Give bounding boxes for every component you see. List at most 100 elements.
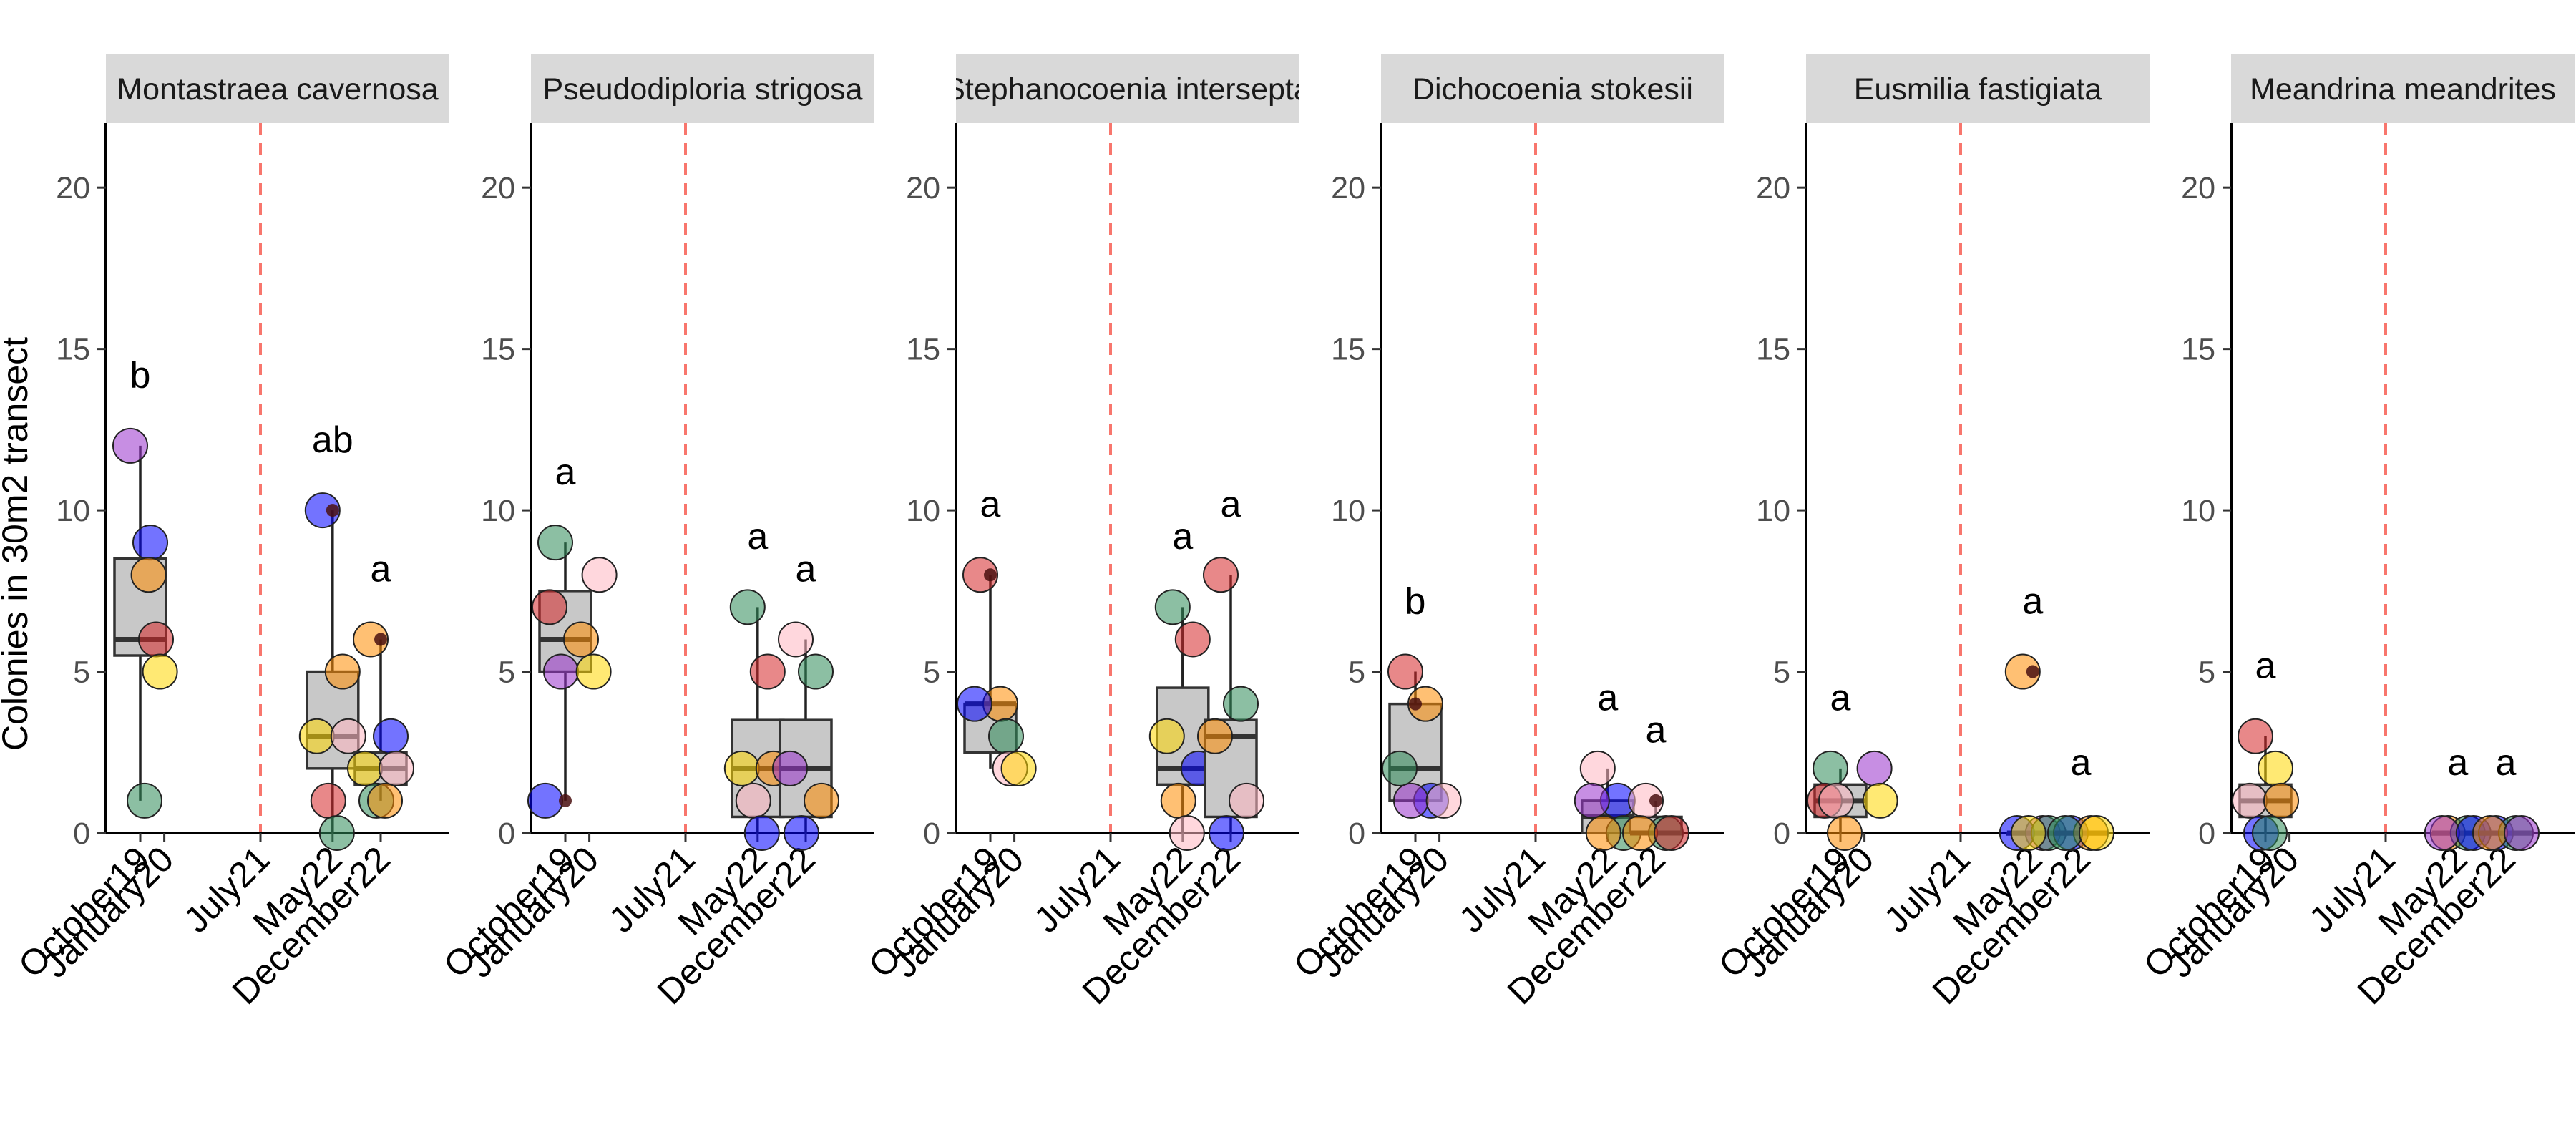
y-tick-label: 10 <box>1756 494 1790 528</box>
y-tick-label: 0 <box>2198 817 2215 851</box>
data-point <box>1585 815 1621 851</box>
significance-letter: a <box>2255 645 2276 687</box>
mean-point <box>374 633 387 646</box>
data-point <box>353 621 389 658</box>
data-point <box>2472 815 2508 851</box>
data-point <box>2504 815 2540 851</box>
data-point <box>2252 815 2288 851</box>
data-point <box>1154 589 1191 625</box>
data-point <box>142 653 178 690</box>
y-tick-label: 5 <box>1773 656 1790 690</box>
y-tick-label: 5 <box>1348 656 1365 690</box>
strip-label: Montastraea cavernosa <box>117 72 438 107</box>
panel: Meandrina meandrites05101520October19Jan… <box>2136 54 2575 1012</box>
significance-letter: b <box>130 355 151 396</box>
significance-letter: a <box>2447 742 2468 784</box>
data-point <box>2079 815 2114 851</box>
data-point <box>563 621 599 658</box>
strip-background <box>1806 54 2150 123</box>
significance-letter: a <box>371 548 391 590</box>
significance-letter: a <box>1646 710 1667 751</box>
data-point <box>532 589 567 625</box>
data-point <box>127 782 162 819</box>
data-point <box>729 589 766 625</box>
significance-letter: a <box>980 484 1001 525</box>
y-tick-label: 5 <box>73 656 90 690</box>
y-tick-label: 0 <box>73 817 90 851</box>
data-point <box>537 525 573 561</box>
data-point <box>804 782 839 819</box>
y-tick-label: 5 <box>498 656 515 690</box>
mean-point <box>559 794 572 807</box>
data-point <box>2004 653 2041 690</box>
data-point <box>1382 750 1418 786</box>
data-point <box>784 815 819 851</box>
data-point <box>132 525 168 561</box>
data-point <box>1197 718 1233 754</box>
mean-point <box>326 504 339 517</box>
y-tick-label: 20 <box>906 171 940 205</box>
data-point <box>1827 815 1863 851</box>
data-point <box>798 653 834 690</box>
data-point <box>543 653 579 690</box>
data-point <box>1203 557 1239 593</box>
y-tick-label: 15 <box>1756 333 1790 367</box>
data-point <box>304 492 341 529</box>
y-tick-label: 15 <box>1331 333 1365 367</box>
y-tick-label: 0 <box>1773 817 1790 851</box>
data-point <box>318 815 355 851</box>
strip-background <box>2231 54 2575 123</box>
data-point <box>367 782 403 819</box>
y-tick-label: 20 <box>56 171 90 205</box>
significance-letter: a <box>2496 742 2517 784</box>
y-tick-label: 15 <box>906 333 940 367</box>
strip-label: Dichocoenia stokesii <box>1413 72 1693 107</box>
data-point <box>1174 621 1211 658</box>
significance-letter: a <box>2022 580 2043 622</box>
data-point <box>298 718 335 754</box>
data-point <box>130 557 167 593</box>
data-point <box>723 750 760 786</box>
data-point <box>735 782 771 819</box>
y-tick-label: 20 <box>2181 171 2215 205</box>
data-point <box>2010 815 2046 851</box>
y-tick-label: 15 <box>56 333 90 367</box>
data-point <box>1169 815 1205 851</box>
strip-label: Eusmilia fastigiata <box>1854 72 2102 107</box>
data-point <box>1622 815 1658 851</box>
significance-letter: b <box>1405 580 1426 622</box>
strip-background <box>531 54 874 123</box>
data-point <box>957 686 992 722</box>
data-point <box>2424 815 2460 851</box>
data-point <box>1387 653 1423 690</box>
data-point <box>1229 782 1264 819</box>
panel: Dichocoenia stokesii05101520October19Jan… <box>1286 54 1724 1012</box>
panels: Montastraea cavernosa05101520October19Ja… <box>11 54 2575 1012</box>
data-point <box>1160 782 1196 819</box>
data-point <box>2232 782 2268 819</box>
data-point <box>778 621 814 658</box>
y-tick-label: 10 <box>906 494 940 528</box>
data-point <box>310 782 346 819</box>
data-point <box>1862 782 1898 819</box>
y-tick-label: 20 <box>1756 171 1790 205</box>
data-point <box>1407 686 1443 722</box>
significance-letter: a <box>1221 484 1241 525</box>
significance-letter: a <box>2071 742 2092 784</box>
y-tick-label: 10 <box>1331 494 1365 528</box>
data-point <box>749 653 786 690</box>
y-tick-label: 5 <box>2198 656 2215 690</box>
mean-point <box>2026 665 2039 678</box>
strip-background <box>106 54 449 123</box>
data-point <box>138 621 174 658</box>
data-point <box>324 653 361 690</box>
significance-letter: a <box>1830 678 1851 719</box>
data-point <box>772 750 808 786</box>
data-point <box>2238 718 2273 754</box>
data-point <box>1574 782 1610 819</box>
y-tick-label: 10 <box>56 494 90 528</box>
significance-letter: a <box>1172 516 1193 557</box>
y-tick-label: 0 <box>498 817 515 851</box>
y-tick-label: 10 <box>481 494 515 528</box>
data-point <box>1425 782 1462 819</box>
